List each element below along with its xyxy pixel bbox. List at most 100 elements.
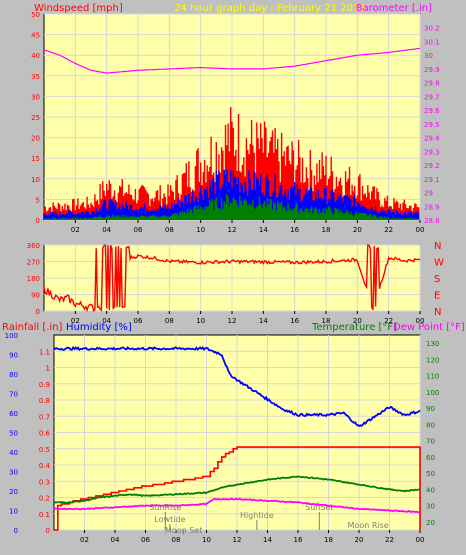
rainfall-tick-label: 0.5 bbox=[39, 446, 50, 454]
direction-xtick-label: 16 bbox=[290, 317, 299, 325]
barometer-axis-title: Barometer [.in] bbox=[356, 3, 432, 14]
rain-xtick-label: 08 bbox=[172, 536, 181, 544]
wind-xtick-label: 06 bbox=[134, 226, 143, 234]
rain-xtick-label: 02 bbox=[80, 536, 89, 544]
barometer-tick-label: 30.2 bbox=[424, 25, 440, 33]
astro-event-label: Moon Set bbox=[165, 526, 202, 535]
rainfall-tick-label: 0.9 bbox=[39, 381, 50, 389]
barometer-tick-label: 28.9 bbox=[424, 203, 440, 211]
rain-xtick-label: 00 bbox=[416, 536, 425, 544]
wind-xtick-label: 00 bbox=[416, 226, 425, 234]
rainfall-tick-label: 0.6 bbox=[39, 430, 51, 438]
direction-xtick-label: 10 bbox=[196, 317, 205, 325]
windspeed-tick-label: 15 bbox=[31, 155, 40, 163]
temperature-tick-label: 50 bbox=[426, 470, 435, 478]
humidity-tick-label: 30 bbox=[9, 469, 18, 477]
direction-xtick-label: 02 bbox=[71, 317, 80, 325]
temperature-tick-label: 60 bbox=[426, 454, 435, 462]
barometer-tick-label: 29.8 bbox=[424, 80, 440, 88]
humidity-axis-title: Humidity [%] bbox=[66, 322, 132, 333]
wind-xtick-label: 20 bbox=[353, 226, 362, 234]
wind-xtick-label: 18 bbox=[322, 226, 331, 234]
humidity-tick-label: 50 bbox=[9, 430, 18, 438]
rainfall-tick-label: 0.2 bbox=[39, 495, 50, 503]
wind-xtick-label: 22 bbox=[384, 226, 393, 234]
windspeed-axis-title: Windspeed [mph] bbox=[34, 3, 123, 14]
rain-xtick-label: 10 bbox=[202, 536, 211, 544]
direction-tick-label: 90 bbox=[31, 292, 40, 300]
direction-tick-label: 360 bbox=[27, 242, 40, 250]
barometer-tick-label: 29.7 bbox=[424, 93, 440, 101]
windspeed-tick-label: 0 bbox=[36, 217, 40, 225]
astro-event-label: Lowtide bbox=[154, 515, 185, 524]
temperature-tick-label: 100 bbox=[426, 389, 439, 397]
windspeed-tick-label: 35 bbox=[31, 73, 40, 81]
temperature-tick-label: 130 bbox=[426, 340, 439, 348]
windspeed-tick-label: 25 bbox=[31, 114, 40, 122]
rain-xtick-label: 22 bbox=[385, 536, 394, 544]
humidity-line bbox=[53, 345, 421, 428]
temperature-tick-label: 70 bbox=[426, 438, 435, 446]
temperature-tick-label: 80 bbox=[426, 421, 435, 429]
temperature-tick-label: 110 bbox=[426, 373, 439, 381]
astro-event-label: Moon Rise bbox=[348, 521, 389, 530]
rainfall-axis-title: Rainfall [.in] bbox=[2, 322, 63, 333]
windspeed-tick-label: 5 bbox=[36, 196, 40, 204]
humidity-tick-label: 100 bbox=[5, 332, 18, 340]
barometer-tick-label: 29.4 bbox=[424, 135, 440, 143]
astro-event-label: SunRise bbox=[149, 503, 181, 512]
windspeed-barometer-panel: 0 5 10 15 20 25 30 35 40 45 50 02 04 06 08 10 12 14 16 18 20… bbox=[31, 11, 440, 234]
direction-xtick-label: 00 bbox=[416, 317, 425, 325]
direction-tick-label: 0 bbox=[36, 308, 40, 316]
rain-humidity-temperature-panel: 0 0.1 0.2 0.3 0.4 0.5 0.6 0.7 0.8 0.9 1 1.1 0 10 20 30 4… bbox=[5, 332, 440, 544]
rainfall-tick-label: 0.7 bbox=[39, 413, 50, 421]
temperature-line bbox=[53, 475, 421, 504]
windspeed-tick-label: 40 bbox=[31, 52, 40, 60]
direction-xtick-label: 22 bbox=[384, 317, 393, 325]
wind-direction-line bbox=[43, 244, 421, 313]
dewpoint-line bbox=[53, 497, 420, 514]
rain-xtick-label: 04 bbox=[111, 536, 120, 544]
barometer-tick-label: 29.6 bbox=[424, 107, 440, 115]
wind-xtick-label: 04 bbox=[102, 226, 111, 234]
rain-xtick-label: 14 bbox=[263, 536, 272, 544]
rainfall-tick-label: 0.1 bbox=[39, 511, 50, 519]
rainfall-tick-label: 0.4 bbox=[39, 462, 51, 470]
wind-xtick-label: 10 bbox=[196, 226, 205, 234]
rainfall-tick-label: 0 bbox=[46, 527, 50, 535]
astro-event-label: SunSet bbox=[305, 503, 333, 512]
humidity-tick-label: 90 bbox=[9, 352, 18, 360]
rainfall-tick-label: 1 bbox=[46, 365, 50, 373]
barometer-tick-label: 30 bbox=[424, 52, 433, 60]
compass-label: S bbox=[434, 274, 440, 285]
barometer-tick-label: 28.8 bbox=[424, 217, 440, 225]
wind-xtick-label: 02 bbox=[71, 226, 80, 234]
astro-event-label: Hightide bbox=[240, 511, 274, 520]
rainfall-tick-label: 0.8 bbox=[39, 397, 50, 405]
direction-xtick-label: 06 bbox=[134, 317, 143, 325]
wind-minimum-bars bbox=[43, 193, 420, 220]
windspeed-tick-label: 45 bbox=[31, 32, 40, 40]
barometer-line bbox=[43, 47, 421, 74]
humidity-tick-label: 80 bbox=[9, 371, 18, 379]
rain-xtick-label: 12 bbox=[233, 536, 242, 544]
barometer-tick-label: 29.9 bbox=[424, 66, 440, 74]
barometer-tick-label: 29.5 bbox=[424, 121, 440, 129]
temperature-tick-label: 20 bbox=[426, 519, 435, 527]
windspeed-tick-label: 50 bbox=[31, 11, 40, 19]
direction-xtick-label: 04 bbox=[102, 317, 111, 325]
rainfall-line bbox=[54, 446, 421, 531]
compass-label: N bbox=[434, 307, 441, 318]
temperature-tick-label: 120 bbox=[426, 356, 439, 364]
barometer-tick-label: 29.1 bbox=[424, 176, 440, 184]
rain-xtick-label: 18 bbox=[324, 536, 333, 544]
barometer-tick-label: 29.3 bbox=[424, 148, 440, 156]
humidity-tick-label: 0 bbox=[14, 527, 18, 535]
temperature-tick-label: 30 bbox=[426, 503, 435, 511]
windspeed-tick-label: 30 bbox=[31, 93, 40, 101]
compass-label: W bbox=[434, 258, 444, 269]
barometer-tick-label: 30.1 bbox=[424, 38, 440, 46]
direction-tick-label: 180 bbox=[27, 275, 40, 283]
